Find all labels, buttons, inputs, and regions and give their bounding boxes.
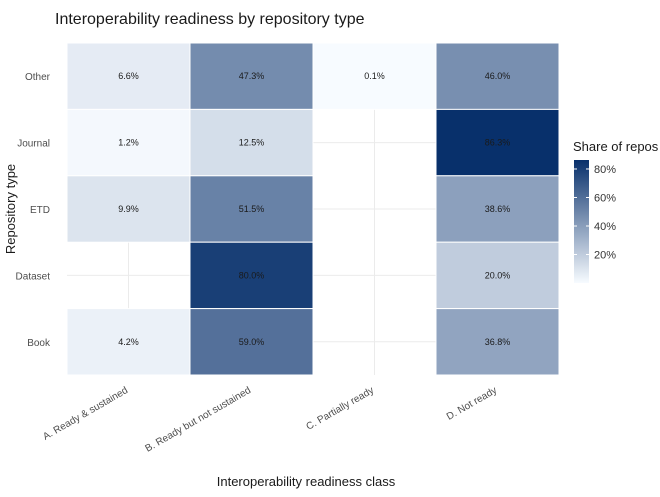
heatmap-cell-journal-d-not-ready: [435, 108, 560, 177]
heatmap-cell-etd-d-not-ready: [435, 175, 560, 243]
heatmap-cells: [66, 42, 560, 376]
legend-tick-label: 80%: [594, 164, 616, 176]
y-tick-label: Dataset: [16, 271, 51, 282]
y-tick-label: Other: [25, 72, 51, 83]
x-tick-label: C. Partially ready: [305, 385, 376, 433]
cell-label: 9.9%: [118, 204, 139, 214]
cell-label: 51.5%: [239, 204, 265, 214]
y-tick-label: ETD: [30, 205, 50, 216]
color-legend: Share of repos 20% 40% 60% 80%: [573, 139, 659, 283]
chart-title: Interoperability readiness by repository…: [55, 11, 365, 28]
heatmap-cell-dataset-b-ready-but-not-sustained: [189, 241, 314, 310]
cell-label: 6.6%: [118, 71, 139, 81]
cell-label: 36.8%: [485, 337, 511, 347]
cell-label: 1.2%: [118, 138, 139, 148]
legend-title: Share of repos: [573, 139, 659, 154]
cell-label: 12.5%: [239, 138, 265, 148]
x-tick-label: A. Ready & sustained: [41, 385, 130, 443]
y-axis-ticks: Other Journal ETD Dataset Book: [16, 72, 51, 349]
heatmap-cell-etd-a-ready-sustained: [66, 175, 191, 243]
cell-label: 0.1%: [364, 71, 385, 81]
cell-label: 4.2%: [118, 337, 139, 347]
cell-label: 47.3%: [239, 71, 265, 81]
legend-color-bar: [574, 160, 589, 283]
cell-label: 20.0%: [485, 270, 511, 280]
y-tick-label: Journal: [17, 139, 50, 150]
x-axis-ticks: A. Ready & sustained B. Ready but not sus…: [41, 385, 499, 455]
legend-ticks: 20% 40% 60% 80%: [574, 164, 616, 261]
cell-labels: 6.6% 47.3% 0.1% 46.0% 1.2% 12.5% 86.3% 9.9% 51.5…: [118, 71, 510, 347]
cell-label: 46.0%: [485, 71, 511, 81]
heatmap-cell-book-d-not-ready: [435, 308, 560, 376]
cell-label: 86.3%: [485, 138, 511, 148]
heatmap-cell-etd-b-ready-but-not-sustained: [189, 175, 314, 243]
legend-tick-label: 40%: [594, 221, 616, 233]
heatmap-cell-book-b-ready-but-not-sustained: [189, 308, 314, 376]
heatmap-cell-journal-b-ready-but-not-sustained: [189, 108, 314, 177]
heatmap-cell-other-c-partially-ready: [312, 42, 437, 110]
x-tick-label: B. Ready but not sustained: [144, 385, 253, 455]
cell-label: 80.0%: [239, 270, 265, 280]
legend-tick-label: 20%: [594, 249, 616, 261]
heatmap-cell-dataset-d-not-ready: [435, 241, 560, 310]
legend-tick-label: 60%: [594, 192, 616, 204]
cell-label: 59.0%: [239, 337, 265, 347]
y-axis-title: Repository type: [3, 164, 18, 254]
x-axis-title: Interoperability readiness class: [217, 474, 396, 489]
y-tick-label: Book: [27, 338, 51, 349]
x-tick-label: D. Not ready: [445, 385, 499, 423]
heatmap-cell-book-a-ready-sustained: [66, 308, 191, 376]
cell-label: 38.6%: [485, 204, 511, 214]
